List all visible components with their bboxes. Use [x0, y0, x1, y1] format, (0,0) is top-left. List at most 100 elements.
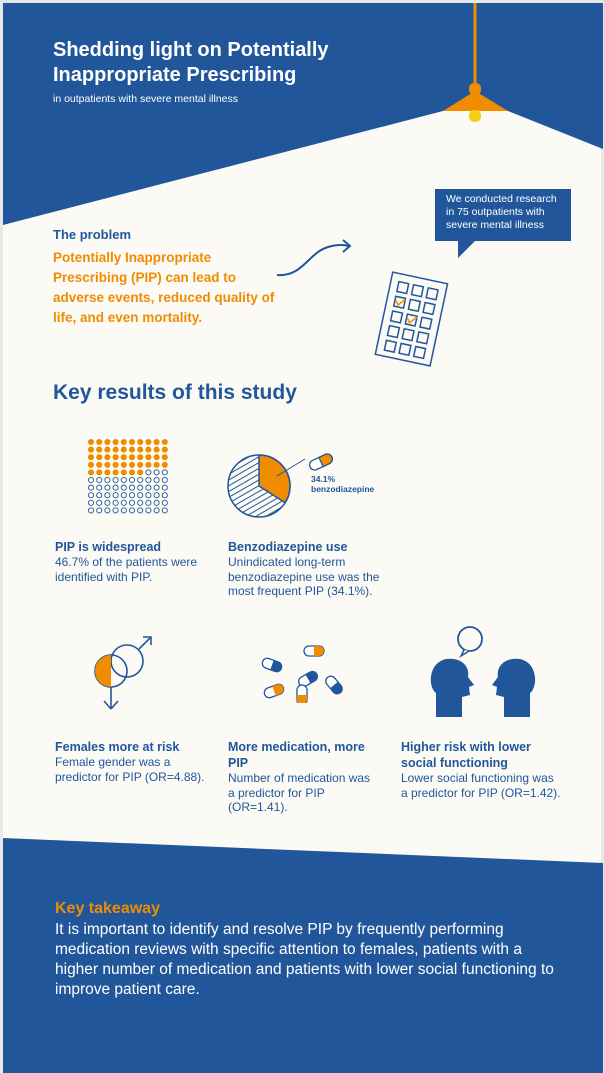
background-shapes — [3, 3, 603, 1073]
dot-no-pip — [153, 469, 160, 476]
dot-pip — [137, 454, 144, 461]
capsule-icon — [309, 453, 333, 471]
dot-no-pip — [128, 499, 136, 506]
checkbox — [415, 330, 430, 345]
dot-no-pip — [96, 476, 103, 484]
key-results-heading: Key results of this study — [53, 381, 297, 404]
pie-benzo-slice — [258, 454, 291, 504]
pill — [261, 657, 283, 673]
checklist-icon — [374, 271, 449, 367]
dot-pip — [161, 461, 168, 468]
takeaway-text: It is important to identify and resolve … — [55, 921, 554, 998]
checkbox — [383, 339, 398, 354]
checkbox — [412, 345, 427, 360]
dot-pip — [137, 438, 144, 446]
dot-pip — [120, 438, 127, 446]
benzo-chart-label: 34.1% benzodiazepine — [311, 474, 375, 494]
dot-no-pip — [112, 484, 119, 491]
dot-pip — [87, 438, 95, 446]
dot-no-pip — [104, 492, 111, 499]
benzo-pie-chart — [227, 454, 306, 518]
dot-no-pip — [87, 499, 95, 506]
dot-pip — [96, 438, 103, 446]
result-text: Number of medication was a predictor for… — [228, 771, 371, 814]
pill — [325, 675, 343, 695]
result-title: Females more at risk — [55, 740, 180, 754]
lamp-icon — [443, 3, 508, 122]
result-females: Females more at risk Female gender was a… — [55, 739, 205, 784]
result-text: 46.7% of the patients were identified wi… — [55, 555, 198, 584]
dot-pip — [153, 438, 160, 446]
dot-no-pip — [87, 492, 95, 499]
dot-pip — [87, 469, 95, 476]
pill — [303, 645, 325, 657]
dot-pip — [112, 438, 119, 446]
checkbox — [401, 327, 415, 342]
dot-no-pip — [145, 469, 152, 476]
dot-pip — [112, 446, 119, 453]
dot-pip — [87, 446, 95, 453]
dot-no-pip — [112, 507, 119, 514]
checkbox — [398, 342, 412, 357]
header-band — [3, 3, 603, 225]
research-bubble: We conducted research in 75 outpatients … — [435, 189, 571, 241]
result-text: Female gender was a predictor for PIP (O… — [55, 755, 205, 784]
dot-no-pip — [96, 484, 103, 491]
dot-pip — [137, 469, 144, 476]
dot-pip — [128, 454, 136, 461]
dot-pip — [161, 438, 168, 446]
takeaway-heading: Key takeaway — [55, 900, 160, 917]
checkbox — [422, 301, 436, 316]
dot-no-pip — [137, 492, 144, 499]
result-pip-widespread: PIP is widespread 46.7% of the patients … — [55, 539, 225, 584]
dot-no-pip — [128, 484, 136, 491]
dot-no-pip — [161, 507, 168, 514]
dot-pip — [137, 461, 144, 468]
dot-no-pip — [153, 507, 160, 514]
dot-pip — [112, 454, 119, 461]
dot-no-pip — [145, 484, 152, 491]
dot-no-pip — [104, 476, 111, 484]
dot-no-pip — [128, 507, 136, 514]
dot-no-pip — [112, 476, 119, 484]
dot-pip — [153, 461, 160, 468]
problem-heading: The problem — [53, 227, 132, 242]
dot-pip — [96, 469, 103, 476]
checkbox — [392, 295, 407, 310]
dot-pip — [96, 446, 103, 453]
result-benzodiazepine: Benzodiazepine use Unindicated long-term… — [228, 539, 388, 599]
dot-pip — [104, 469, 111, 476]
dot-no-pip — [161, 469, 168, 476]
dot-pip — [104, 454, 111, 461]
dot-no-pip — [120, 492, 127, 499]
result-title: PIP is widespread — [55, 540, 162, 554]
dot-no-pip — [153, 499, 160, 506]
dot-pip — [137, 446, 144, 453]
dot-pip — [87, 454, 95, 461]
dot-no-pip — [87, 484, 95, 491]
dot-pip — [104, 446, 111, 453]
dot-pip — [145, 461, 152, 468]
dot-no-pip — [104, 484, 111, 491]
dot-no-pip — [96, 492, 103, 499]
dot-pip — [120, 446, 127, 453]
dot-pip — [153, 454, 160, 461]
checkbox — [407, 298, 422, 313]
result-medication: More medication, more PIP Number of medi… — [228, 739, 378, 815]
takeaway-band — [3, 838, 603, 1073]
gender-icon — [94, 636, 152, 710]
result-social: Higher risk with lower social functionin… — [401, 739, 561, 800]
arrow-icon — [276, 239, 352, 277]
dot-pip — [104, 438, 111, 446]
dot-pip — [87, 461, 95, 468]
pill — [298, 670, 318, 688]
dot-no-pip — [128, 476, 136, 484]
dot-pip — [153, 446, 160, 453]
head-left — [430, 658, 474, 717]
dot-pip — [128, 438, 136, 446]
checkbox — [410, 283, 425, 298]
dot-pip — [145, 454, 152, 461]
dot-no-pip — [112, 492, 119, 499]
bubble-tail — [458, 240, 476, 258]
dot-pip — [104, 461, 111, 468]
